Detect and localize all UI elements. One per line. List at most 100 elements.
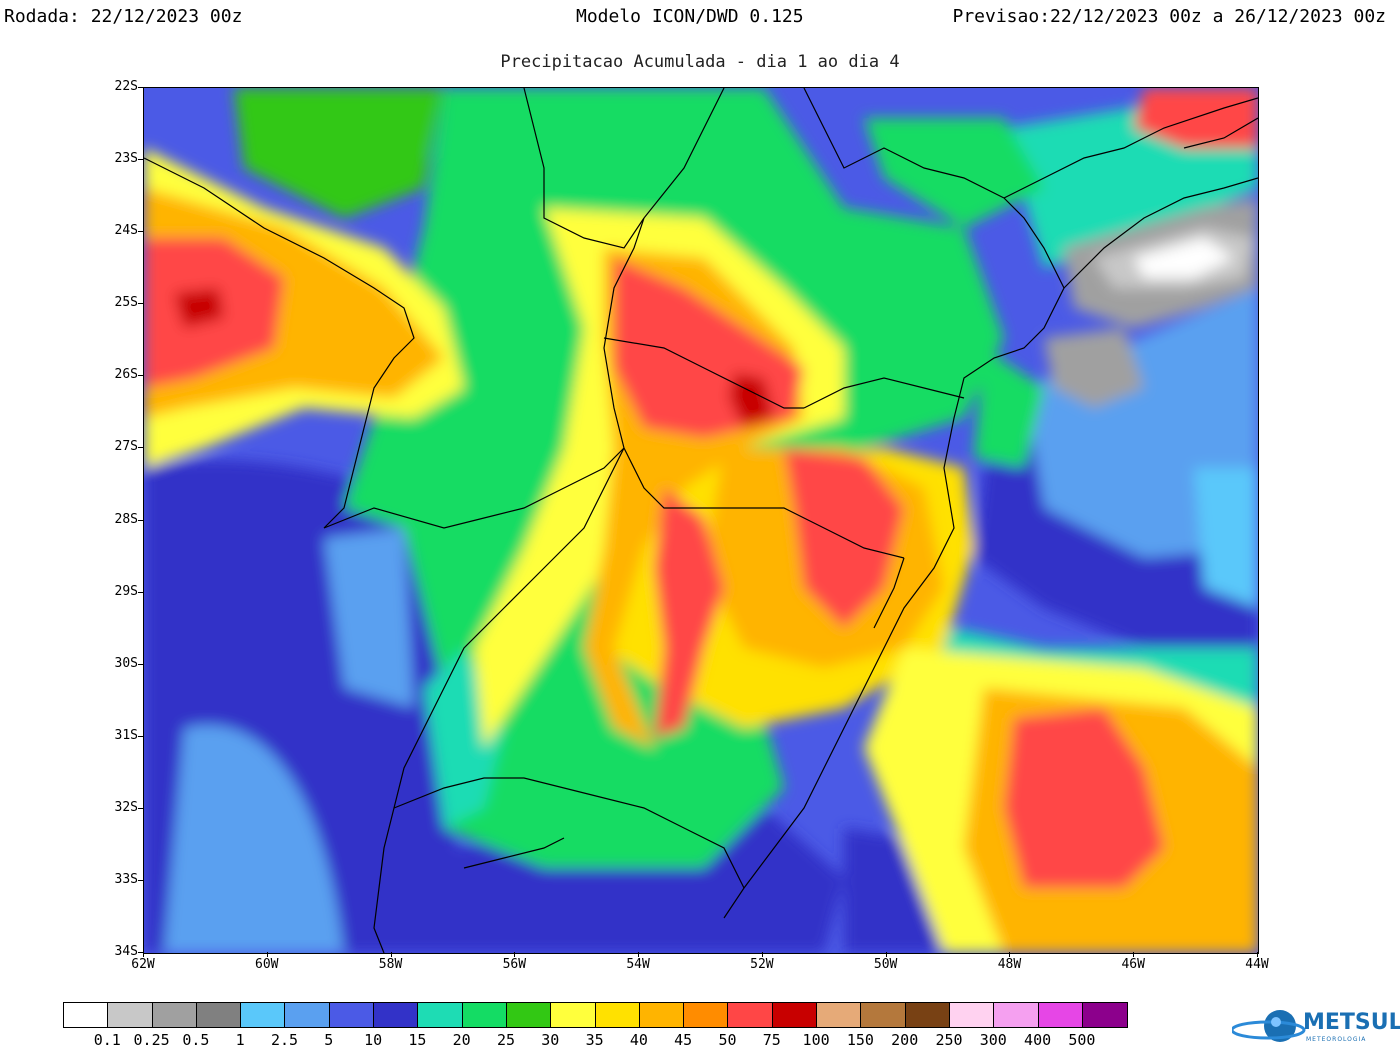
color-scale-label: 50 <box>718 1031 737 1049</box>
color-scale-swatch <box>551 1003 596 1027</box>
lon-tick-label: 54W <box>626 957 650 972</box>
color-scale-label: 15 <box>408 1031 427 1049</box>
color-scale-label: 250 <box>935 1031 963 1049</box>
lat-tick-label: 23S <box>114 151 138 167</box>
lat-tick-mark <box>138 231 143 233</box>
lat-tick-label: 27S <box>114 439 138 455</box>
color-scale-label: 5 <box>324 1031 334 1049</box>
lat-tick-label: 31S <box>114 727 138 743</box>
lon-tick-mark <box>885 952 887 957</box>
lon-tick-mark <box>1009 952 1011 957</box>
color-scale-swatch <box>152 1003 197 1027</box>
lat-tick-label: 32S <box>114 799 138 815</box>
color-scale-swatch <box>418 1003 463 1027</box>
color-scale-swatch <box>108 1003 153 1027</box>
metsul-logo-icon <box>1232 1010 1306 1042</box>
lat-tick-mark <box>138 519 143 521</box>
color-scale-label: 0.25 <box>133 1031 170 1049</box>
precipitation-map <box>143 87 1259 954</box>
lon-tick-label: 52W <box>750 957 774 972</box>
lat-tick-label: 34S <box>114 944 138 959</box>
lat-tick-mark <box>138 375 143 377</box>
precip-field <box>144 88 1258 953</box>
lon-tick-label: 44W <box>1245 957 1269 972</box>
forecast-label: Previsao: <box>952 6 1051 27</box>
color-scale-swatch <box>861 1003 906 1027</box>
lat-tick-label: 28S <box>114 511 138 527</box>
color-scale-swatch <box>64 1003 109 1027</box>
lat-tick-mark <box>138 303 143 305</box>
map-subtitle: Precipitacao Acumulada - dia 1 ao dia 4 <box>500 52 900 72</box>
lon-tick-label: 50W <box>873 957 898 972</box>
color-scale-label: 35 <box>585 1031 604 1049</box>
color-scale-label: 1 <box>235 1031 245 1049</box>
color-scale-swatch <box>684 1003 729 1027</box>
color-scale-swatch <box>728 1003 773 1027</box>
color-scale-label: 2.5 <box>270 1031 299 1049</box>
color-scale-label: 200 <box>891 1031 919 1049</box>
color-scale-swatch <box>241 1003 286 1027</box>
lat-tick-mark <box>138 663 143 665</box>
lat-tick-label: 22S <box>114 79 138 94</box>
color-scale-label: 20 <box>452 1031 471 1049</box>
color-scale-swatch <box>1082 1003 1128 1027</box>
model-title: Modelo ICON/DWD 0.125 <box>576 6 804 27</box>
color-scale-swatch <box>506 1003 552 1027</box>
lon-tick-label: 48W <box>997 957 1022 972</box>
lon-tick-mark <box>266 952 268 957</box>
lon-tick-label: 56W <box>502 957 527 972</box>
lon-tick-mark <box>638 952 640 957</box>
color-scale-swatch <box>462 1003 507 1027</box>
lat-tick-label: 29S <box>114 583 138 599</box>
lon-tick-label: 60W <box>255 957 279 972</box>
lon-tick-label: 58W <box>378 957 403 972</box>
lon-tick-mark <box>1257 952 1258 957</box>
lat-tick-mark <box>138 447 143 449</box>
color-scale-label: 0.1 <box>93 1031 121 1049</box>
color-scale-label: 45 <box>674 1031 693 1049</box>
lat-tick-label: 24S <box>114 223 138 239</box>
color-scale-swatch <box>1038 1003 1083 1027</box>
lat-tick-mark <box>138 952 143 953</box>
lat-tick-mark <box>138 591 143 593</box>
lat-tick-label: 30S <box>114 655 138 671</box>
color-scale-swatch <box>196 1003 242 1027</box>
color-scale-swatch <box>994 1003 1039 1027</box>
color-scale-label: 300 <box>979 1031 1007 1049</box>
run-label: Rodada: <box>4 6 80 27</box>
color-scale-swatch <box>285 1003 330 1027</box>
run-info: Rodada: 22/12/2023 00z <box>4 6 242 27</box>
color-scale-label: 40 <box>629 1031 648 1049</box>
color-scale-swatch <box>905 1003 950 1027</box>
color-scale-swatch <box>772 1003 818 1027</box>
lat-tick-mark <box>138 159 143 161</box>
forecast-value: 22/12/2023 00z a 26/12/2023 00z <box>1050 6 1386 27</box>
color-scale <box>63 1002 1129 1028</box>
color-scale-swatch <box>595 1003 640 1027</box>
forecast-info: Previsao:22/12/2023 00z a 26/12/2023 00z <box>953 6 1387 27</box>
color-scale-label: 400 <box>1024 1031 1052 1049</box>
color-scale-swatch <box>639 1003 685 1027</box>
color-scale-label: 150 <box>846 1031 874 1049</box>
lat-tick-mark <box>138 807 143 809</box>
lon-tick-mark <box>390 952 392 957</box>
color-scale-swatch <box>374 1003 419 1027</box>
color-scale-swatch <box>949 1003 995 1027</box>
color-scale-label: 75 <box>762 1031 781 1049</box>
lon-tick-mark <box>514 952 516 957</box>
lon-tick-mark <box>143 952 144 957</box>
lon-tick-mark <box>1133 952 1135 957</box>
lon-tick-label: 62W <box>131 957 155 972</box>
color-scale-swatch <box>329 1003 375 1027</box>
color-scale-swatch <box>817 1003 862 1027</box>
color-scale-label: 0.5 <box>182 1031 210 1049</box>
logo-text: METSUL <box>1303 1010 1400 1035</box>
lat-tick-label: 33S <box>114 871 138 887</box>
color-scale-label: 10 <box>364 1031 383 1049</box>
political-borders <box>144 88 1258 953</box>
logo-subtitle: METEOROLOGIA <box>1306 1036 1367 1043</box>
lon-tick-mark <box>761 952 763 957</box>
run-value: 22/12/2023 00z <box>90 6 243 27</box>
lat-tick-mark <box>138 735 143 737</box>
lat-tick-label: 26S <box>114 367 138 383</box>
